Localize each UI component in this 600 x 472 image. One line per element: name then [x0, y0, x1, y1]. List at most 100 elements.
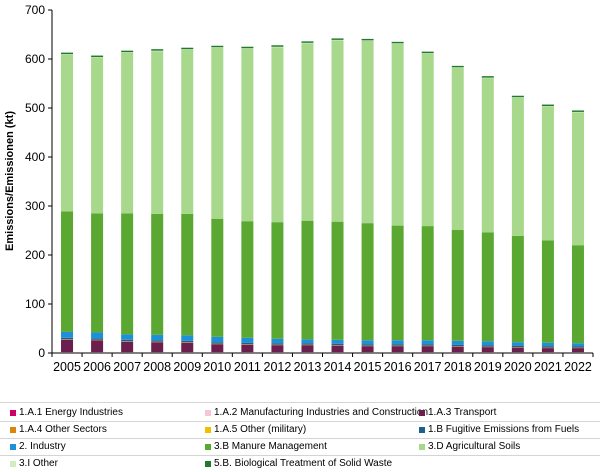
legend-label: 1.A.5 Other (military)	[214, 424, 307, 435]
bar-segment	[481, 347, 494, 353]
bar-segment	[331, 345, 344, 353]
bar-segment	[271, 345, 284, 353]
y-axis: 0 100 200 300 400 500 600 700	[25, 3, 53, 360]
legend-item-fugitive: 1.B Fugitive Emissions from Fuels	[419, 423, 579, 437]
legend-label: 3.I Other	[19, 458, 58, 469]
bar-segment	[511, 235, 524, 343]
bar-segment	[451, 346, 464, 347]
bar-segment	[271, 46, 284, 48]
bar-segment	[391, 43, 404, 226]
legend-swatch	[419, 410, 425, 416]
bar-segment	[391, 225, 404, 341]
y-tick-label: 400	[25, 150, 45, 164]
bar-segment	[181, 213, 194, 336]
x-tick-label: 2013	[294, 360, 322, 374]
bar-segment	[451, 65, 464, 68]
chart-legend: 1.A.1 Energy Industries 1.A.2 Manufactur…	[0, 402, 600, 472]
bar-segment	[571, 347, 584, 349]
y-axis-label: Emissions/Emissionen (kt)	[4, 111, 16, 251]
bar-segment	[511, 347, 524, 348]
bar-segment	[571, 352, 584, 353]
bar-segment	[421, 226, 434, 341]
bar-segment	[421, 53, 434, 54]
bar-stack-2007	[121, 50, 134, 354]
bar-segment	[121, 341, 134, 342]
legend-label: 1.A.1 Energy Industries	[19, 407, 123, 418]
bar-segment	[541, 346, 554, 348]
bar-segment	[361, 344, 374, 346]
bar-segment	[331, 39, 344, 41]
bar-segment	[121, 52, 134, 53]
bar-segment	[181, 47, 194, 50]
bar-segment	[181, 352, 194, 353]
bar-stack-2012	[271, 45, 284, 354]
legend-item-other: 3.I Other	[10, 457, 58, 471]
bar-segment	[211, 336, 224, 343]
legend-swatch	[419, 444, 425, 450]
x-tick-label: 2016	[384, 360, 412, 374]
bar-stack-2008	[151, 49, 164, 354]
bar-segment	[511, 97, 524, 236]
bar-segment	[241, 337, 254, 343]
bar-segment	[361, 38, 374, 41]
legend-label: 1.A.2 Manufacturing Industries and Const…	[214, 407, 429, 418]
bar-segment	[121, 339, 134, 342]
bar-segment	[91, 352, 104, 353]
x-tick-label: 2005	[53, 360, 81, 374]
y-tick-label: 0	[38, 346, 45, 360]
legend-row-rule	[0, 438, 600, 439]
bar-segment	[541, 347, 554, 349]
bar-segment	[241, 352, 254, 353]
bar-segment	[421, 344, 434, 346]
bar-segment	[241, 344, 254, 345]
bar-stack-2010	[211, 45, 224, 354]
bar-segment	[151, 352, 164, 353]
bar-segment	[451, 340, 464, 345]
x-tick-label: 2019	[474, 360, 502, 374]
legend-item-transport: 1.A.3 Transport	[419, 406, 496, 420]
bar-stack-2021	[541, 104, 554, 354]
bar-segment	[61, 211, 74, 332]
bar-segment	[541, 106, 554, 107]
bar-segment	[541, 342, 554, 347]
legend-label: 3.B Manure Management	[214, 441, 327, 452]
bar-segment	[421, 51, 434, 54]
bar-segment	[541, 352, 554, 353]
bar-segment	[571, 245, 584, 344]
bar-segment	[151, 340, 164, 342]
bar-segment	[511, 95, 524, 98]
bar-segment	[571, 111, 584, 113]
bar-segment	[301, 43, 314, 221]
x-axis: 2005 2006 2007 2008 2009 2010 2011 2012 2013 2014…	[51, 352, 594, 374]
bar-segment	[151, 213, 164, 335]
bar-stack-2015	[361, 38, 374, 354]
legend-swatch	[10, 461, 16, 467]
legend-item-manure: 3.B Manure Management	[205, 440, 327, 454]
bar-segment	[151, 49, 164, 51]
bar-segment	[181, 49, 194, 214]
bar-segment	[91, 338, 104, 340]
legend-label: 2. Industry	[19, 441, 66, 452]
bar-segment	[241, 344, 254, 353]
x-tick-label: 2017	[414, 360, 442, 374]
bar-segment	[91, 57, 104, 214]
x-tick-label: 2014	[324, 360, 352, 374]
bar-segment	[211, 45, 224, 48]
bar-segment	[541, 240, 554, 343]
bar-segment	[391, 346, 404, 353]
x-tick-label: 2006	[83, 360, 111, 374]
legend-item-industry: 2. Industry	[10, 440, 66, 454]
bar-stack-2014	[331, 38, 344, 354]
bar-segment	[271, 47, 284, 223]
bar-segment	[391, 352, 404, 353]
bar-segment	[301, 344, 314, 346]
x-tick-label: 2007	[113, 360, 141, 374]
legend-item-manufacturing: 1.A.2 Manufacturing Industries and Const…	[205, 406, 428, 420]
legend-item-military: 1.A.5 Other (military)	[205, 423, 306, 437]
legend-swatch	[419, 427, 425, 433]
legend-item-energy-industries: 1.A.1 Energy Industries	[10, 406, 123, 420]
bar-segment	[451, 352, 464, 353]
bar-segment	[301, 352, 314, 353]
legend-row-rule	[0, 421, 600, 422]
